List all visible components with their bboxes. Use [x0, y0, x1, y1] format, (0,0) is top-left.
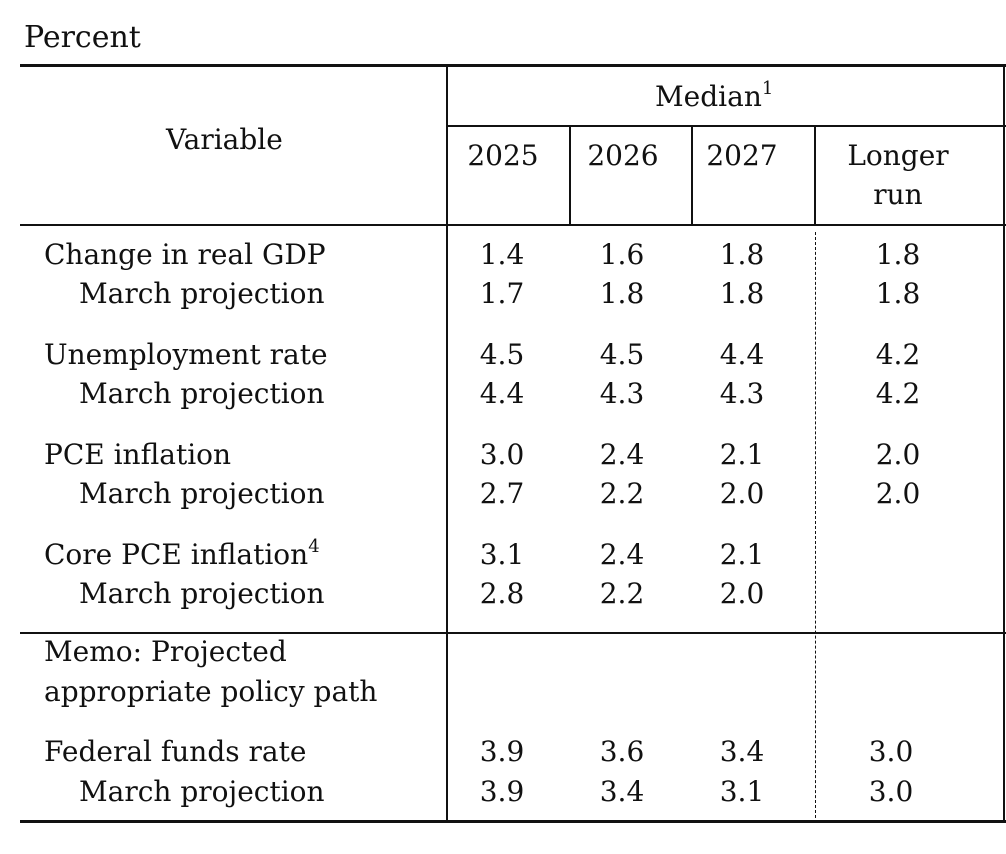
value-longer-run: 2.0: [875, 477, 921, 510]
value-2027: 3.4: [719, 735, 765, 768]
right-edge: [1003, 66, 1005, 821]
stub-divider: [446, 66, 448, 821]
row-label: Core PCE inflation4: [44, 537, 320, 573]
row-label: Change in real GDP: [44, 238, 326, 271]
value-2025: 1.4: [479, 238, 525, 271]
row-label: PCE inflation: [44, 438, 232, 471]
top-rule: [20, 64, 1006, 67]
value-2027: 2.0: [719, 477, 765, 510]
year-header-2026: 2026: [587, 139, 659, 172]
header-rule: [20, 224, 1006, 226]
value-2025: 2.8: [479, 577, 525, 610]
value-2027: 2.1: [719, 538, 765, 571]
value-2026: 2.2: [599, 577, 645, 610]
value-2026: 2.2: [599, 477, 645, 510]
value-longer-run: 2.0: [875, 438, 921, 471]
row-label: March projection: [79, 377, 325, 410]
value-2026: 3.4: [599, 775, 645, 808]
row-label: Federal funds rate: [44, 735, 307, 768]
median-label: Median: [655, 80, 762, 113]
value-2025: 3.0: [479, 438, 525, 471]
row-label: March projection: [79, 477, 325, 510]
row-label: Unemployment rate: [44, 338, 328, 371]
value-longer-run: 3.0: [868, 775, 914, 808]
value-longer-run: 3.0: [868, 735, 914, 768]
value-2027: 3.1: [719, 775, 765, 808]
value-2027: 2.1: [719, 438, 765, 471]
value-2026: 4.5: [599, 338, 645, 371]
col-divider-2025-2026: [569, 126, 571, 224]
value-2026: 1.6: [599, 238, 645, 271]
value-longer-run: 1.8: [875, 238, 921, 271]
value-2026: 3.6: [599, 735, 645, 768]
longer-run-dashed-divider: [815, 232, 816, 818]
col-divider-longer-run: [814, 126, 816, 224]
value-2025: 4.4: [479, 377, 525, 410]
value-2027: 4.3: [719, 377, 765, 410]
row-label-text: Core PCE inflation: [44, 538, 309, 571]
footnote-mark: 4: [308, 535, 320, 557]
value-2025: 3.9: [479, 735, 525, 768]
col-divider-2026-2027: [691, 126, 693, 224]
median-rule: [447, 125, 1006, 127]
value-longer-run: 1.8: [875, 277, 921, 310]
value-longer-run: 4.2: [875, 377, 921, 410]
value-2026: 4.3: [599, 377, 645, 410]
value-2026: 2.4: [599, 438, 645, 471]
value-2027: 4.4: [719, 338, 765, 371]
longer-run-header-line2: run: [873, 178, 923, 211]
value-2025: 2.7: [479, 477, 525, 510]
value-2027: 1.8: [719, 238, 765, 271]
median-footnote-mark: 1: [761, 77, 774, 99]
unit-label: Percent: [24, 20, 141, 55]
median-header: Median1: [655, 79, 773, 115]
value-2026: 1.8: [599, 277, 645, 310]
value-2025: 1.7: [479, 277, 525, 310]
variable-header: Variable: [166, 123, 283, 156]
memo-rule: [20, 632, 1006, 634]
year-header-2027: 2027: [706, 139, 778, 172]
value-2026: 2.4: [599, 538, 645, 571]
row-label: March projection: [79, 277, 325, 310]
memo-heading-line2: appropriate policy path: [44, 675, 378, 708]
row-label: March projection: [79, 775, 325, 808]
value-longer-run: 4.2: [875, 338, 921, 371]
bottom-rule: [20, 820, 1006, 823]
row-label: March projection: [79, 577, 325, 610]
value-2027: 1.8: [719, 277, 765, 310]
value-2025: 4.5: [479, 338, 525, 371]
memo-heading-line1: Memo: Projected: [44, 635, 287, 668]
year-header-2025: 2025: [467, 139, 539, 172]
longer-run-header-line1: Longer: [847, 139, 949, 172]
value-2025: 3.1: [479, 538, 525, 571]
value-2025: 3.9: [479, 775, 525, 808]
value-2027: 2.0: [719, 577, 765, 610]
